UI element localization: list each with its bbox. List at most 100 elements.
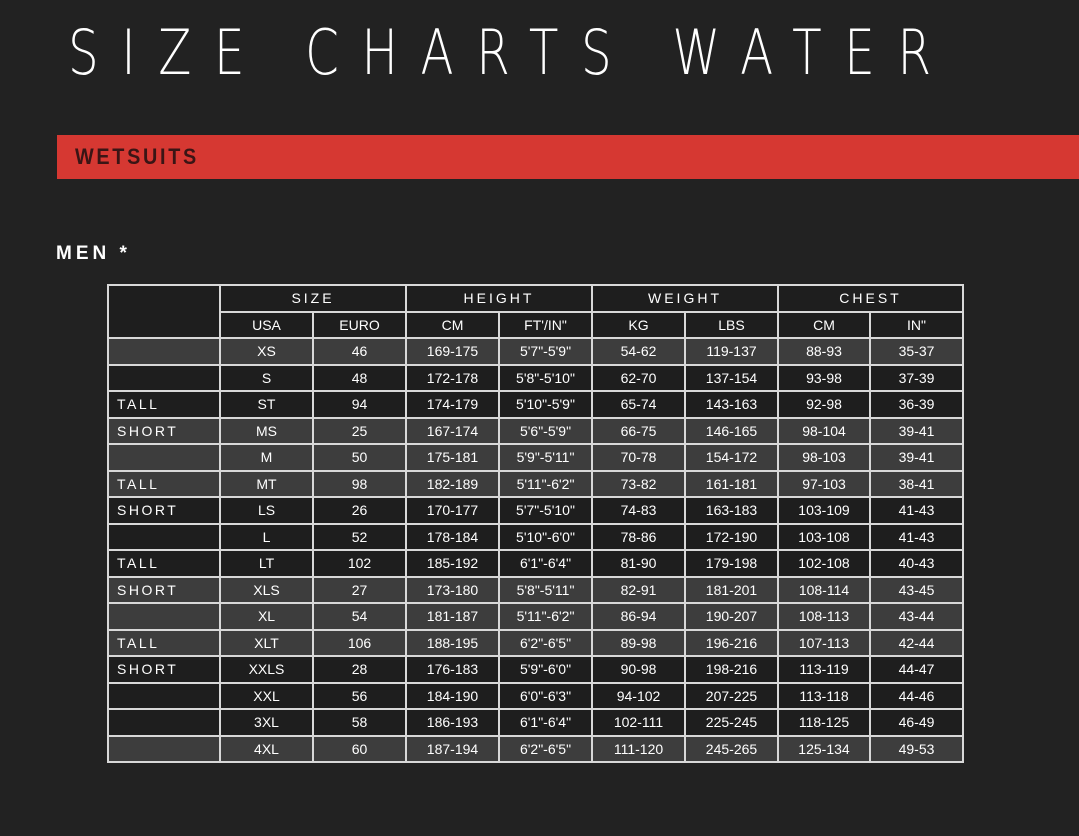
- cell-weight-kg: 86-94: [591, 602, 686, 631]
- table-row: TALL ST 94 174-179 5'10"-5'9" 65-74 143-163 92-…: [107, 390, 964, 419]
- cell-height-cm: 187-194: [405, 734, 500, 763]
- subheader-chest-cm: CM: [777, 310, 871, 339]
- cell-height-ftin: 6'1"-6'4": [498, 708, 593, 737]
- cell-height-cm: 186-193: [405, 708, 500, 737]
- cell-weight-lbs: 163-183: [684, 496, 779, 525]
- table-row: XS 46 169-175 5'7"-5'9" 54-62 119-137 88-93 35-…: [107, 337, 964, 366]
- cell-weight-kg: 54-62: [591, 337, 686, 366]
- cell-height-cm: 182-189: [405, 469, 500, 498]
- fit-label: [107, 522, 221, 551]
- cell-height-cm: 188-195: [405, 628, 500, 657]
- table-row: 3XL 58 186-193 6'1"-6'4" 102-111 225-245 118-1…: [107, 708, 964, 737]
- cell-weight-kg: 70-78: [591, 443, 686, 472]
- cell-chest-cm: 107-113: [777, 628, 871, 657]
- cell-usa-size: LT: [219, 549, 314, 578]
- cell-euro-size: 25: [312, 416, 407, 445]
- sub-header-row: USA EURO CM FT'/IN" KG LBS CM IN": [108, 310, 964, 339]
- cell-chest-cm: 98-104: [777, 416, 871, 445]
- cell-chest-in: 39-41: [869, 416, 964, 445]
- fit-label: [107, 681, 221, 710]
- fit-label: TALL: [107, 628, 221, 657]
- subheader-usa: USA: [219, 310, 314, 339]
- fit-label: SHORT: [107, 496, 221, 525]
- cell-height-ftin: 5'7"-5'9": [498, 337, 593, 366]
- fit-label: [107, 602, 221, 631]
- cell-weight-lbs: 245-265: [684, 734, 779, 763]
- cell-weight-kg: 66-75: [591, 416, 686, 445]
- table-row: TALL LT 102 185-192 6'1"-6'4" 81-90 179-198 102…: [107, 549, 964, 578]
- subheader-height-ftin: FT'/IN": [498, 310, 593, 339]
- cell-height-cm: 174-179: [405, 390, 500, 419]
- table-row: SHORT XXLS 28 176-183 5'9"-6'0" 90-98 198-216 1…: [107, 655, 964, 684]
- cell-usa-size: XXLS: [219, 655, 314, 684]
- cell-weight-lbs: 190-207: [684, 602, 779, 631]
- cell-euro-size: 98: [312, 469, 407, 498]
- cell-weight-kg: 111-120: [591, 734, 686, 763]
- cell-euro-size: 48: [312, 363, 407, 392]
- group-header-weight: WEIGHT: [591, 284, 779, 313]
- fit-label: TALL: [107, 390, 221, 419]
- cell-chest-in: 41-43: [869, 522, 964, 551]
- cell-weight-lbs: 119-137: [684, 337, 779, 366]
- table-row: XXL 56 184-190 6'0"-6'3" 94-102 207-225 113-11…: [107, 681, 964, 710]
- group-header-height: HEIGHT: [405, 284, 593, 313]
- fit-label: SHORT: [107, 416, 221, 445]
- cell-height-cm: 169-175: [405, 337, 500, 366]
- cell-usa-size: LS: [219, 496, 314, 525]
- cell-height-ftin: 5'11"-6'2": [498, 469, 593, 498]
- empty-header-cell: [107, 284, 221, 339]
- cell-weight-kg: 89-98: [591, 628, 686, 657]
- cell-euro-size: 58: [312, 708, 407, 737]
- cell-chest-in: 43-44: [869, 602, 964, 631]
- cell-weight-lbs: 154-172: [684, 443, 779, 472]
- category-banner: WETSUITS: [57, 135, 1079, 179]
- cell-height-ftin: 5'9"-6'0": [498, 655, 593, 684]
- fit-label: [107, 337, 221, 366]
- cell-usa-size: ST: [219, 390, 314, 419]
- cell-chest-in: 42-44: [869, 628, 964, 657]
- cell-height-ftin: 5'8"-5'10": [498, 363, 593, 392]
- cell-chest-cm: 118-125: [777, 708, 871, 737]
- cell-weight-lbs: 181-201: [684, 575, 779, 604]
- cell-usa-size: 4XL: [219, 734, 314, 763]
- cell-euro-size: 102: [312, 549, 407, 578]
- subheader-height-cm: CM: [405, 310, 500, 339]
- cell-usa-size: M: [219, 443, 314, 472]
- cell-height-ftin: 5'10"-5'9": [498, 390, 593, 419]
- cell-usa-size: XXL: [219, 681, 314, 710]
- cell-euro-size: 52: [312, 522, 407, 551]
- cell-weight-lbs: 179-198: [684, 549, 779, 578]
- cell-weight-kg: 78-86: [591, 522, 686, 551]
- cell-weight-lbs: 137-154: [684, 363, 779, 392]
- subheader-chest-in: IN": [869, 310, 964, 339]
- cell-height-cm: 176-183: [405, 655, 500, 684]
- cell-usa-size: L: [219, 522, 314, 551]
- table-row: M 50 175-181 5'9"-5'11" 70-78 154-172 98-103 39…: [107, 443, 964, 472]
- table-row: XL 54 181-187 5'11"-6'2" 86-94 190-207 108-113…: [107, 602, 964, 631]
- cell-height-ftin: 5'6"-5'9": [498, 416, 593, 445]
- cell-height-cm: 185-192: [405, 549, 500, 578]
- cell-height-ftin: 5'9"-5'11": [498, 443, 593, 472]
- table-row: 4XL 60 187-194 6'2"-6'5" 111-120 245-265 125-1…: [107, 734, 964, 763]
- cell-height-cm: 175-181: [405, 443, 500, 472]
- cell-height-ftin: 5'7"-5'10": [498, 496, 593, 525]
- page-title: SIZE CHARTS WATER: [68, 16, 954, 89]
- category-title: WETSUITS: [75, 144, 199, 169]
- fit-label: SHORT: [107, 575, 221, 604]
- group-header-size: SIZE: [219, 284, 407, 313]
- cell-height-ftin: 5'11"-6'2": [498, 602, 593, 631]
- cell-height-cm: 178-184: [405, 522, 500, 551]
- cell-weight-kg: 90-98: [591, 655, 686, 684]
- cell-chest-cm: 113-119: [777, 655, 871, 684]
- cell-weight-kg: 62-70: [591, 363, 686, 392]
- cell-height-ftin: 6'0"-6'3": [498, 681, 593, 710]
- cell-euro-size: 54: [312, 602, 407, 631]
- cell-weight-kg: 82-91: [591, 575, 686, 604]
- cell-height-ftin: 5'8"-5'11": [498, 575, 593, 604]
- cell-chest-cm: 93-98: [777, 363, 871, 392]
- table-row: TALL MT 98 182-189 5'11"-6'2" 73-82 161-181 97-…: [107, 469, 964, 498]
- cell-height-cm: 167-174: [405, 416, 500, 445]
- cell-euro-size: 46: [312, 337, 407, 366]
- cell-height-ftin: 6'1"-6'4": [498, 549, 593, 578]
- cell-usa-size: XLS: [219, 575, 314, 604]
